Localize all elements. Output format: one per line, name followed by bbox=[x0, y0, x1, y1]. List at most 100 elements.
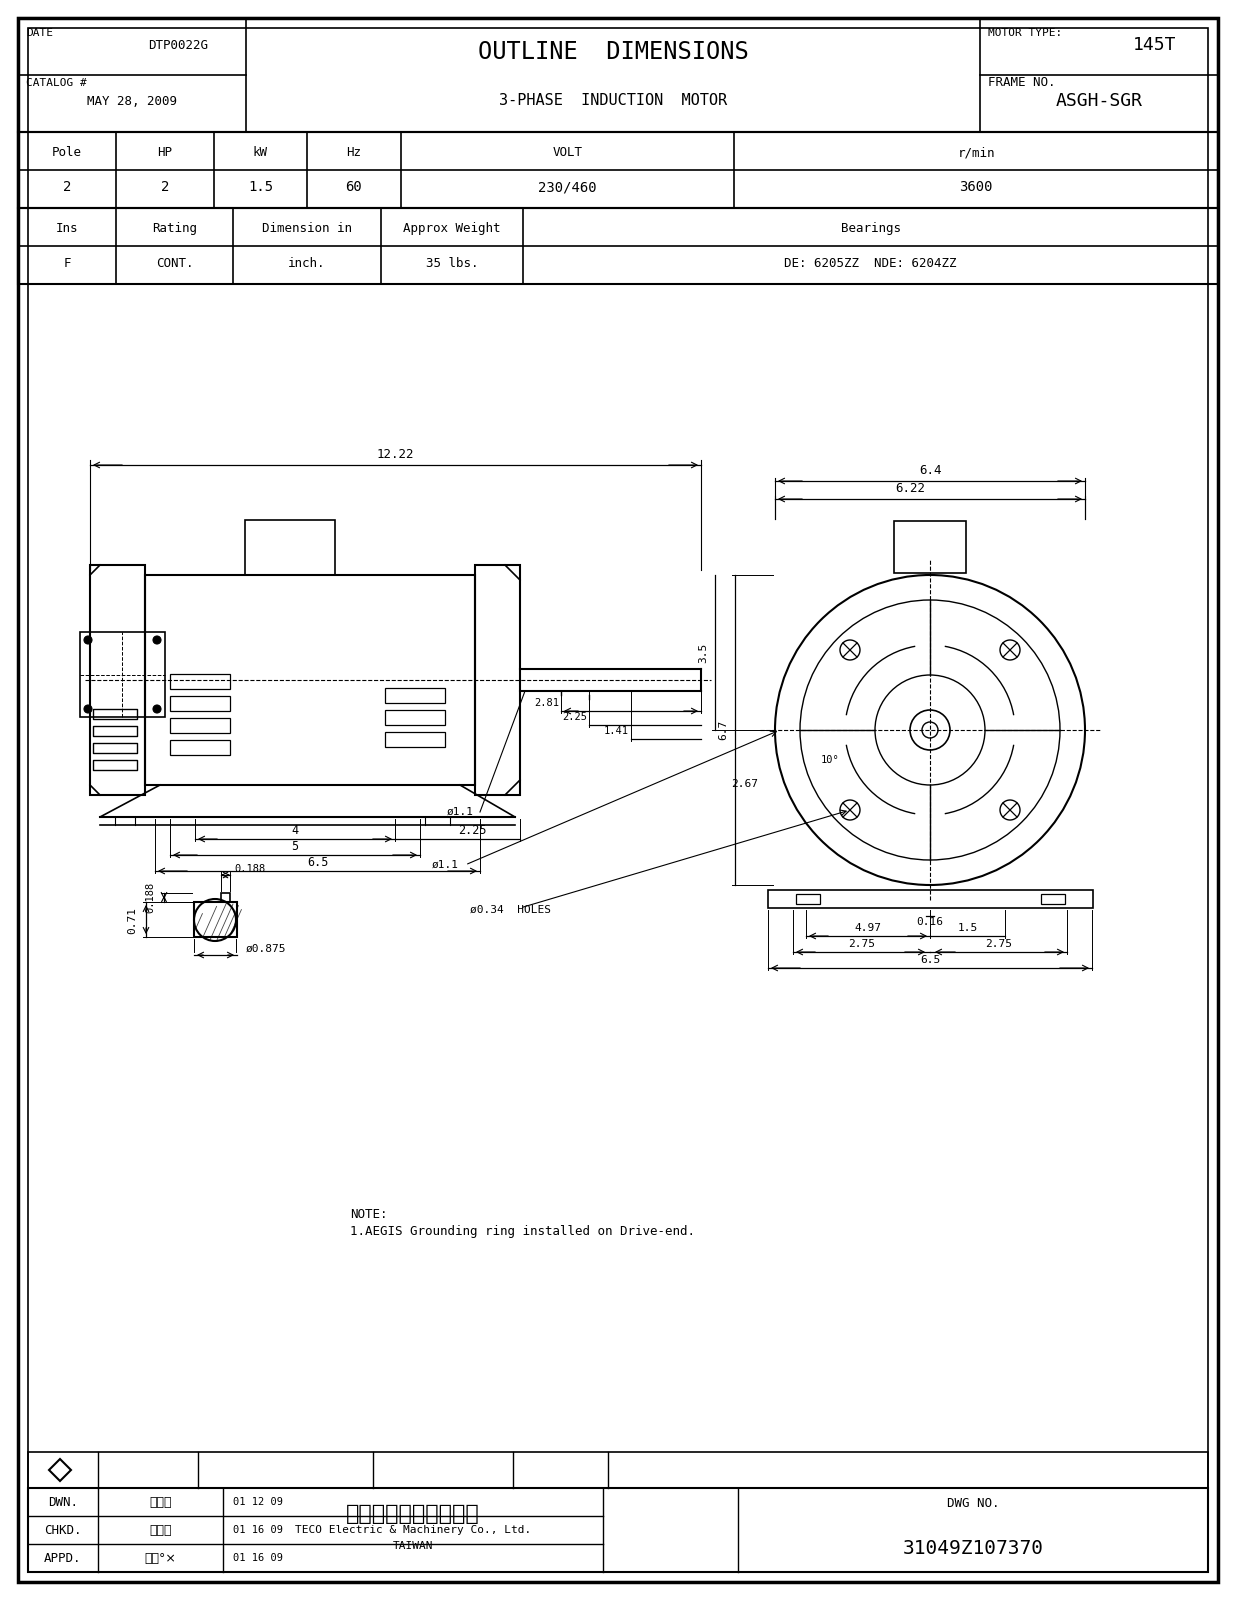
Bar bbox=[221, 893, 230, 902]
Text: FRAME NO.: FRAME NO. bbox=[988, 77, 1056, 90]
Text: ASGH-SGR: ASGH-SGR bbox=[1056, 93, 1142, 110]
Text: 0.16: 0.16 bbox=[917, 917, 943, 926]
Text: DE: 6205ZZ  NDE: 6204ZZ: DE: 6205ZZ NDE: 6204ZZ bbox=[785, 258, 957, 270]
Text: Pole: Pole bbox=[52, 146, 82, 158]
Circle shape bbox=[84, 635, 91, 643]
Text: HP: HP bbox=[157, 146, 173, 158]
Text: VOLT: VOLT bbox=[552, 146, 582, 158]
Text: 2.81: 2.81 bbox=[534, 698, 559, 707]
Text: DWG NO.: DWG NO. bbox=[947, 1498, 999, 1510]
Text: kW: kW bbox=[253, 146, 268, 158]
Text: 蔡明°×: 蔡明°× bbox=[145, 1552, 177, 1565]
Text: 4: 4 bbox=[292, 824, 299, 837]
Text: 0.71: 0.71 bbox=[127, 907, 137, 933]
Text: 2.25: 2.25 bbox=[562, 712, 587, 722]
Bar bbox=[145, 574, 475, 786]
Text: MAY 28, 2009: MAY 28, 2009 bbox=[87, 94, 177, 107]
Bar bbox=[93, 760, 137, 770]
Text: 6.4: 6.4 bbox=[918, 464, 942, 477]
Text: 145T: 145T bbox=[1133, 37, 1177, 54]
Bar bbox=[384, 688, 445, 702]
Bar bbox=[80, 632, 164, 717]
Text: Dimension in: Dimension in bbox=[262, 222, 352, 235]
Text: 6.5: 6.5 bbox=[307, 856, 329, 869]
Text: 60: 60 bbox=[346, 181, 362, 195]
Text: 3-PHASE  INDUCTION  MOTOR: 3-PHASE INDUCTION MOTOR bbox=[499, 93, 727, 107]
Text: DATE: DATE bbox=[26, 27, 53, 38]
Bar bbox=[475, 565, 520, 795]
Text: 3.5: 3.5 bbox=[698, 643, 708, 662]
Text: APPD.: APPD. bbox=[44, 1552, 82, 1565]
Bar bbox=[768, 890, 1093, 909]
Text: 31049Z107370: 31049Z107370 bbox=[902, 1539, 1043, 1558]
Bar bbox=[19, 133, 1217, 208]
Text: CHKD.: CHKD. bbox=[44, 1523, 82, 1536]
Text: Hz: Hz bbox=[346, 146, 361, 158]
Text: ø0.875: ø0.875 bbox=[246, 944, 287, 954]
Text: 1.5: 1.5 bbox=[958, 923, 978, 933]
Text: 0.188: 0.188 bbox=[145, 882, 154, 914]
Bar bbox=[171, 696, 230, 710]
Text: 12.22: 12.22 bbox=[377, 448, 414, 461]
Text: 2.25: 2.25 bbox=[459, 824, 487, 837]
Text: 35 lbs.: 35 lbs. bbox=[425, 258, 478, 270]
Text: 1.41: 1.41 bbox=[604, 726, 629, 736]
Bar bbox=[384, 710, 445, 725]
Text: 陳奈元: 陳奈元 bbox=[150, 1496, 172, 1509]
Bar bbox=[19, 208, 1217, 285]
Text: 1.AEGIS Grounding ring installed on Drive-end.: 1.AEGIS Grounding ring installed on Driv… bbox=[350, 1226, 695, 1238]
Text: ø0.34  HOLES: ø0.34 HOLES bbox=[470, 906, 551, 915]
Bar bbox=[93, 726, 137, 736]
Text: 230/460: 230/460 bbox=[538, 181, 597, 195]
Text: TAIWAN: TAIWAN bbox=[393, 1541, 434, 1550]
Bar bbox=[19, 18, 1217, 133]
Text: 10°: 10° bbox=[821, 755, 839, 765]
Text: inch.: inch. bbox=[288, 258, 326, 270]
Text: CATALOG #: CATALOG # bbox=[26, 78, 87, 88]
Bar bbox=[171, 674, 230, 690]
Text: 2.75: 2.75 bbox=[985, 939, 1012, 949]
Bar bbox=[171, 739, 230, 755]
Bar bbox=[28, 1453, 1208, 1488]
Text: OUTLINE  DIMENSIONS: OUTLINE DIMENSIONS bbox=[477, 40, 748, 64]
Text: NOTE:: NOTE: bbox=[350, 1208, 388, 1221]
Bar bbox=[194, 902, 237, 938]
Text: TECO Electric & Machinery Co., Ltd.: TECO Electric & Machinery Co., Ltd. bbox=[295, 1525, 531, 1534]
Text: 01 12 09: 01 12 09 bbox=[234, 1498, 283, 1507]
Bar bbox=[93, 742, 137, 754]
Circle shape bbox=[153, 706, 161, 714]
Text: Rating: Rating bbox=[152, 222, 197, 235]
Bar bbox=[796, 894, 819, 904]
Text: 2: 2 bbox=[63, 181, 72, 195]
Text: 6.5: 6.5 bbox=[920, 955, 941, 965]
Text: CONT.: CONT. bbox=[156, 258, 193, 270]
Bar bbox=[171, 718, 230, 733]
Text: r/min: r/min bbox=[957, 146, 995, 158]
Text: 4.97: 4.97 bbox=[854, 923, 881, 933]
Text: Ins: Ins bbox=[56, 222, 78, 235]
Text: 3600: 3600 bbox=[959, 181, 993, 195]
Text: Bearings: Bearings bbox=[840, 222, 901, 235]
Text: 2: 2 bbox=[161, 181, 169, 195]
Circle shape bbox=[153, 635, 161, 643]
Text: 1.5: 1.5 bbox=[248, 181, 273, 195]
Text: 2.67: 2.67 bbox=[732, 779, 759, 789]
Text: 6.22: 6.22 bbox=[895, 483, 925, 496]
Text: ø1.1: ø1.1 bbox=[446, 806, 473, 818]
Bar bbox=[90, 565, 145, 795]
Text: MOTOR TYPE:: MOTOR TYPE: bbox=[988, 27, 1062, 38]
Bar bbox=[245, 520, 335, 574]
Bar bbox=[28, 1488, 1208, 1571]
Bar bbox=[93, 709, 137, 718]
Text: 6.7: 6.7 bbox=[718, 720, 728, 741]
Text: ø1.1: ø1.1 bbox=[431, 861, 459, 870]
Bar bbox=[1041, 894, 1065, 904]
Text: 陳敬元: 陳敬元 bbox=[150, 1523, 172, 1536]
Bar bbox=[894, 522, 967, 573]
Text: F: F bbox=[63, 258, 70, 270]
Circle shape bbox=[84, 706, 91, 714]
Text: 01 16 09: 01 16 09 bbox=[234, 1525, 283, 1534]
Text: DWN.: DWN. bbox=[48, 1496, 78, 1509]
Text: Approx Weight: Approx Weight bbox=[403, 222, 501, 235]
Text: 5: 5 bbox=[292, 840, 299, 853]
